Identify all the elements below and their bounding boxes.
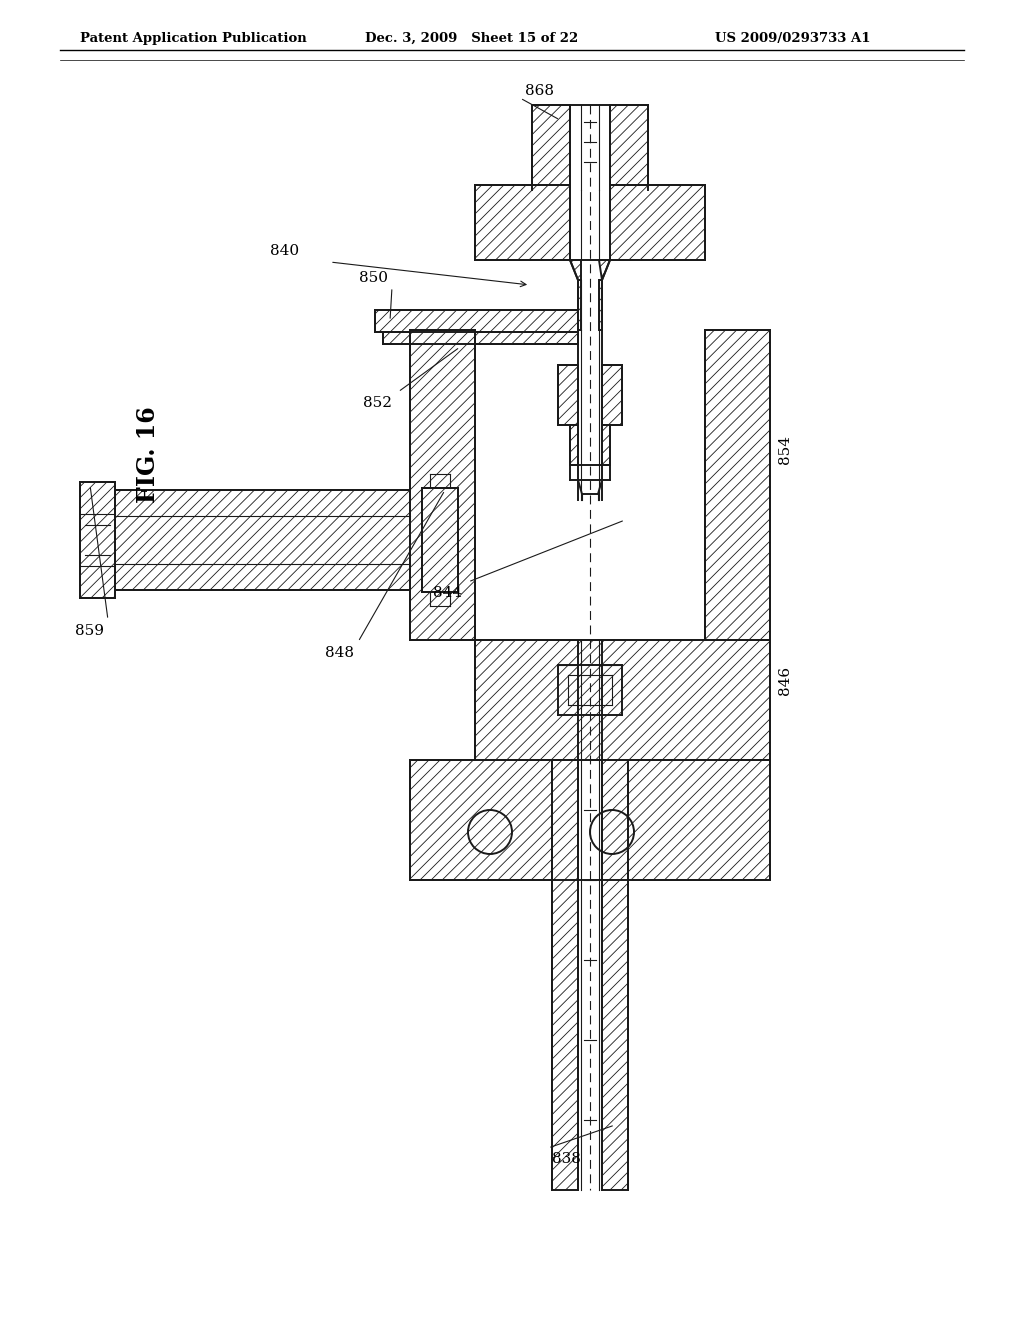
Polygon shape	[422, 488, 458, 591]
Polygon shape	[532, 106, 570, 190]
Polygon shape	[578, 280, 581, 330]
Text: 838: 838	[552, 1152, 581, 1166]
Text: 852: 852	[362, 396, 392, 411]
Polygon shape	[410, 330, 475, 640]
Text: 840: 840	[270, 244, 299, 257]
Text: 846: 846	[778, 665, 792, 694]
Text: FIG. 16: FIG. 16	[136, 407, 160, 503]
Polygon shape	[705, 330, 770, 640]
Text: 850: 850	[359, 271, 388, 285]
Polygon shape	[375, 310, 578, 333]
Polygon shape	[602, 366, 622, 425]
Text: 854: 854	[778, 436, 792, 465]
Polygon shape	[628, 760, 770, 880]
Text: Patent Application Publication: Patent Application Publication	[80, 32, 307, 45]
Polygon shape	[552, 760, 578, 1191]
Polygon shape	[383, 333, 578, 345]
Polygon shape	[602, 425, 610, 465]
Text: Dec. 3, 2009   Sheet 15 of 22: Dec. 3, 2009 Sheet 15 of 22	[365, 32, 579, 45]
Polygon shape	[602, 760, 628, 1191]
Text: 859: 859	[75, 624, 104, 638]
Polygon shape	[610, 185, 705, 260]
Polygon shape	[475, 185, 570, 260]
Polygon shape	[599, 260, 610, 280]
Text: US 2009/0293733 A1: US 2009/0293733 A1	[715, 32, 870, 45]
Text: 844: 844	[433, 586, 462, 601]
Text: 868: 868	[525, 84, 554, 98]
Polygon shape	[610, 106, 648, 190]
Polygon shape	[558, 366, 578, 425]
Polygon shape	[570, 425, 578, 465]
Text: 848: 848	[325, 645, 354, 660]
Polygon shape	[410, 760, 552, 880]
Polygon shape	[599, 280, 602, 330]
Polygon shape	[475, 640, 770, 760]
Polygon shape	[570, 260, 581, 280]
Polygon shape	[115, 490, 410, 590]
Polygon shape	[80, 482, 115, 598]
